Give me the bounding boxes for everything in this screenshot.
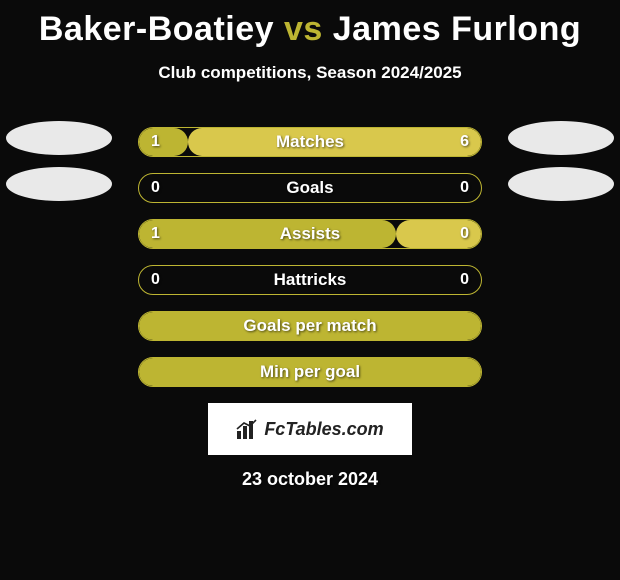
stat-row: Goals per match bbox=[0, 303, 620, 349]
bar-label: Min per goal bbox=[139, 362, 481, 382]
player1-badge bbox=[6, 167, 112, 201]
bar-label: Matches bbox=[139, 132, 481, 152]
bar-label: Assists bbox=[139, 224, 481, 244]
subtitle: Club competitions, Season 2024/2025 bbox=[0, 63, 620, 83]
date-label: 23 october 2024 bbox=[0, 469, 620, 490]
vs-label: vs bbox=[284, 10, 323, 48]
bar-frame: 16Matches bbox=[138, 127, 482, 157]
bar-frame: Goals per match bbox=[138, 311, 482, 341]
page-title: Baker-Boatiey vs James Furlong bbox=[0, 0, 620, 49]
stat-row: 00Hattricks bbox=[0, 257, 620, 303]
logo-text: FcTables.com bbox=[264, 419, 383, 440]
bar-frame: 10Assists bbox=[138, 219, 482, 249]
bar-frame: 00Goals bbox=[138, 173, 482, 203]
stat-row: 00Goals bbox=[0, 165, 620, 211]
player1-name: Baker-Boatiey bbox=[39, 10, 274, 48]
player2-badge bbox=[508, 167, 614, 201]
bar-frame: 00Hattricks bbox=[138, 265, 482, 295]
stat-row: Min per goal bbox=[0, 349, 620, 395]
bar-chart-icon bbox=[236, 419, 258, 439]
bar-frame: Min per goal bbox=[138, 357, 482, 387]
player2-name: James Furlong bbox=[333, 10, 581, 48]
stat-row: 16Matches bbox=[0, 119, 620, 165]
bar-label: Hattricks bbox=[139, 270, 481, 290]
stat-row: 10Assists bbox=[0, 211, 620, 257]
bar-label: Goals bbox=[139, 178, 481, 198]
bar-label: Goals per match bbox=[139, 316, 481, 336]
logo-badge: FcTables.com bbox=[208, 403, 412, 455]
player1-badge bbox=[6, 121, 112, 155]
comparison-chart: 16Matches 00Goals 10Assists 00Hattricks Goal… bbox=[0, 119, 620, 395]
player2-badge bbox=[508, 121, 614, 155]
